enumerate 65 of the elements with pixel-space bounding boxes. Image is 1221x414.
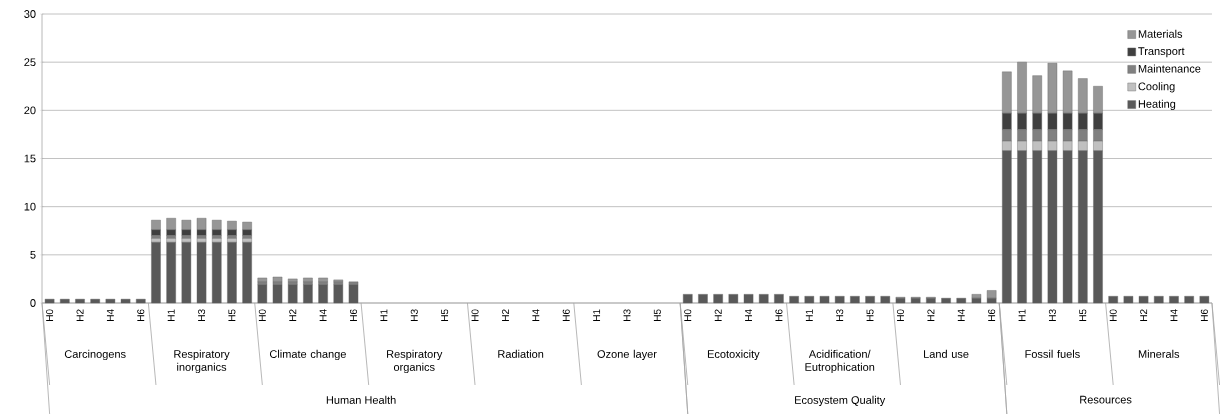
x-tick-label: H0: [1109, 309, 1117, 321]
y-tick-label: 0: [30, 298, 36, 307]
x-tick-label: H3: [836, 309, 844, 321]
x-tick-label: H4: [1170, 309, 1178, 321]
y-tick-label: 30: [24, 9, 36, 18]
legend-label: Maintenance: [1138, 64, 1201, 73]
text: Ecotoxicity: [707, 349, 760, 360]
y-tick-label: 20: [24, 106, 36, 115]
x-tick-label: H5: [441, 309, 449, 321]
legend-label: Transport: [1138, 47, 1185, 58]
text: Human Health: [326, 395, 396, 404]
x-tick-label: H6: [988, 309, 996, 321]
x-tick-label: H5: [866, 309, 874, 321]
x-tick-label: H6: [775, 309, 783, 321]
x-tick-label: H1: [1018, 309, 1026, 321]
y-tick-label: 15: [24, 154, 36, 163]
text: Climate change: [269, 349, 346, 360]
x-tick-label: H2: [76, 309, 84, 321]
x-tick-label: H4: [745, 309, 752, 321]
x-tick-label: H5: [653, 309, 661, 321]
text: Carcinogens: [64, 349, 126, 360]
x-tick-label: H6: [349, 309, 358, 321]
text: Resources: [1080, 395, 1132, 404]
x-tick-label: H5: [228, 309, 236, 321]
text: Ecosystem Quality: [795, 395, 886, 406]
x-tick-label: H1: [805, 309, 813, 321]
x-tick-label: H3: [198, 309, 206, 321]
x-tick-label: H2: [1140, 309, 1148, 321]
x-tick-label: H0: [46, 309, 54, 321]
x-tick-label: H0: [896, 309, 905, 321]
x-tick-label: H2: [289, 309, 297, 321]
x-tick-label: H1: [593, 309, 601, 321]
x-tick-label: H2: [714, 309, 722, 321]
text: Minerals: [1138, 349, 1180, 358]
x-tick-label: H6: [562, 309, 570, 321]
x-tick-label: H6: [1200, 309, 1208, 321]
text: Radiation: [498, 349, 544, 358]
x-tick-label: H4: [106, 309, 114, 321]
x-tick-label: H2: [927, 309, 935, 321]
legend-label: Materials: [1138, 29, 1183, 38]
x-tick-label: H5: [1079, 309, 1087, 321]
x-tick-label: H6: [137, 309, 145, 321]
x-tick-label: H1: [167, 309, 175, 321]
text: Respiratory organics: [387, 349, 443, 373]
x-tick-label: H2: [501, 309, 509, 321]
y-tick-label: 10: [24, 202, 36, 211]
x-tick-label: H4: [319, 309, 327, 321]
y-tick-label: 25: [24, 58, 36, 66]
text: Fossil fuels: [1025, 349, 1080, 358]
text: Acidification/ Eutrophication: [805, 349, 875, 373]
x-tick-label: H0: [258, 309, 266, 321]
legend-label: Cooling: [1138, 81, 1175, 93]
x-tick-label: H3: [1048, 309, 1056, 321]
text: Land use: [924, 349, 969, 358]
x-tick-label: H1: [380, 309, 388, 321]
text: Ozone layer: [597, 349, 657, 360]
y-tick-label: 5: [30, 250, 36, 259]
x-tick-label: H4: [532, 309, 540, 321]
x-tick-label: H0: [471, 309, 479, 321]
legend-label: Heating: [1138, 99, 1176, 110]
x-tick-label: H3: [410, 309, 418, 321]
x-tick-label: H3: [623, 309, 631, 321]
x-tick-label: H4: [957, 309, 965, 321]
text: Respiratory inorganics: [174, 349, 230, 373]
x-tick-label: H0: [684, 309, 692, 321]
